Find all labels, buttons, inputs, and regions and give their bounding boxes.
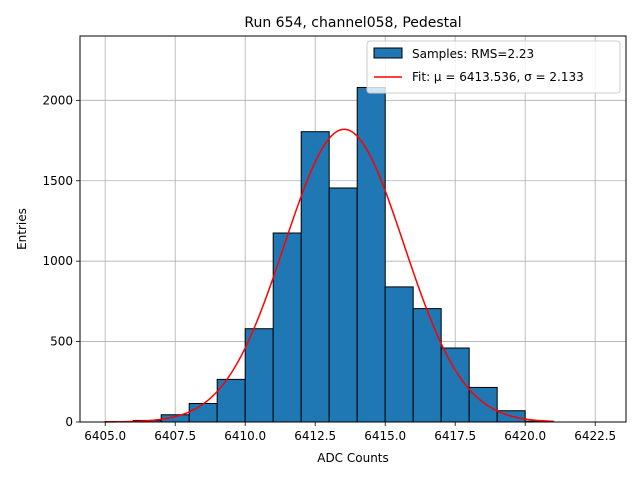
y-tick-label: 0 <box>65 415 73 429</box>
histogram-bar <box>385 287 413 422</box>
histogram-bar <box>189 404 217 422</box>
histogram-bar <box>273 233 301 422</box>
y-tick-label: 1500 <box>42 174 73 188</box>
y-tick-label: 500 <box>50 335 73 349</box>
x-tick-label: 6412.5 <box>294 429 336 443</box>
y-tick-label: 2000 <box>42 93 73 107</box>
histogram-bar <box>469 387 497 422</box>
histogram-bar <box>301 132 329 422</box>
y-tick-label: 1000 <box>42 254 73 268</box>
legend-label-samples: Samples: RMS=2.23 <box>412 47 534 61</box>
legend-swatch-samples <box>374 48 402 58</box>
histogram-bar <box>357 87 385 422</box>
x-tick-label: 6405.0 <box>84 429 126 443</box>
histogram-bar <box>245 329 273 422</box>
x-tick-label: 6415.0 <box>364 429 406 443</box>
x-tick-label: 6420.0 <box>504 429 546 443</box>
x-tick-label: 6407.5 <box>154 429 196 443</box>
legend-label-fit: Fit: μ = 6413.536, σ = 2.133 <box>412 70 584 84</box>
legend: Samples: RMS=2.23 Fit: μ = 6413.536, σ =… <box>367 41 620 93</box>
chart-title: Run 654, channel058, Pedestal <box>244 15 461 31</box>
x-tick-label: 6417.5 <box>434 429 476 443</box>
histogram-bar <box>329 188 357 422</box>
x-tick-label: 6422.5 <box>574 429 616 443</box>
y-axis-label: Entries <box>15 208 29 250</box>
x-tick-label: 6410.0 <box>224 429 266 443</box>
histogram-bar <box>413 309 441 422</box>
x-axis-label: ADC Counts <box>317 451 389 465</box>
